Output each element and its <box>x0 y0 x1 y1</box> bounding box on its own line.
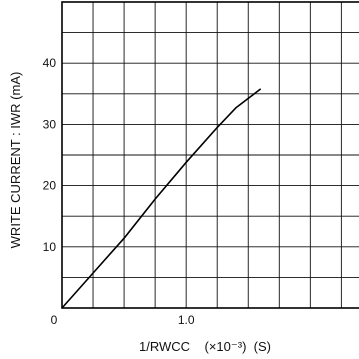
series-line <box>61 88 262 309</box>
x-tick-label: 0 <box>51 313 58 327</box>
y-tick-label: 30 <box>43 117 57 131</box>
x-axis-label: 1/RWCC (×10⁻³) (S) <box>139 339 271 354</box>
y-tick-label: 20 <box>43 179 57 193</box>
plot-frame <box>61 1 359 309</box>
grid-lines <box>62 2 359 308</box>
x-tick-label: 1.0 <box>178 313 195 327</box>
y-tick-label: 40 <box>43 56 57 70</box>
y-axis-label: WRITE CURRENT : IWR (mA) <box>8 72 23 249</box>
y-tick-label: 10 <box>43 240 57 254</box>
tick-labels: 10 20 30 40 0 1.0 <box>43 56 195 327</box>
